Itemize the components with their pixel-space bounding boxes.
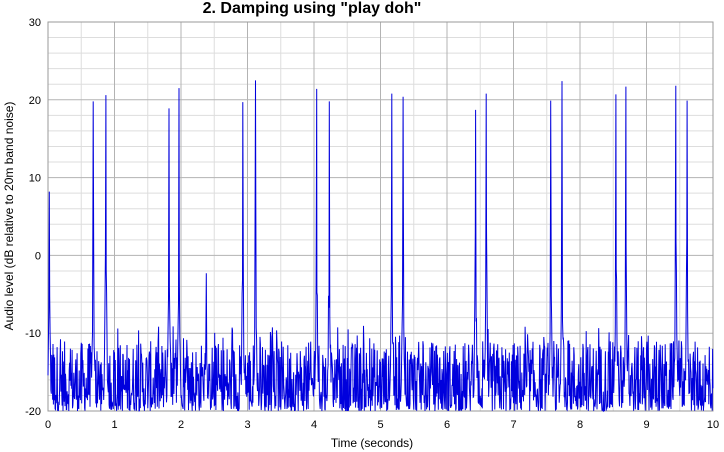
y-tick-label: 20 bbox=[29, 95, 41, 107]
chart-title: 2. Damping using "play doh" bbox=[203, 0, 422, 17]
x-tick-label: 10 bbox=[707, 419, 719, 431]
y-tick-label: -20 bbox=[25, 406, 41, 418]
y-tick-label: 0 bbox=[35, 250, 41, 262]
y-tick-label: 10 bbox=[29, 173, 41, 185]
x-tick-label: 0 bbox=[45, 419, 51, 431]
y-axis-label: Audio level (dB relative to 20m band noi… bbox=[2, 102, 16, 331]
x-tick-label: 3 bbox=[244, 419, 250, 431]
x-tick-label: 5 bbox=[377, 419, 383, 431]
x-tick-label: 8 bbox=[577, 419, 583, 431]
x-tick-label: 7 bbox=[510, 419, 516, 431]
y-tick-label: 30 bbox=[29, 17, 41, 29]
x-tick-label: 4 bbox=[311, 419, 317, 431]
x-axis-label: Time (seconds) bbox=[331, 436, 413, 450]
ticks-group: 0 1 2 3 4 5 6 7 8 9 10 30 20 10 0 -10 -20 bbox=[25, 17, 719, 431]
plot-area-border bbox=[47, 21, 714, 412]
y-tick-label: -10 bbox=[25, 328, 41, 340]
series-group bbox=[47, 80, 714, 413]
x-tick-label: 6 bbox=[444, 419, 450, 431]
x-tick-label: 1 bbox=[111, 419, 117, 431]
x-tick-label: 2 bbox=[178, 419, 184, 431]
x-tick-label: 9 bbox=[643, 419, 649, 431]
series-line bbox=[47, 80, 714, 413]
